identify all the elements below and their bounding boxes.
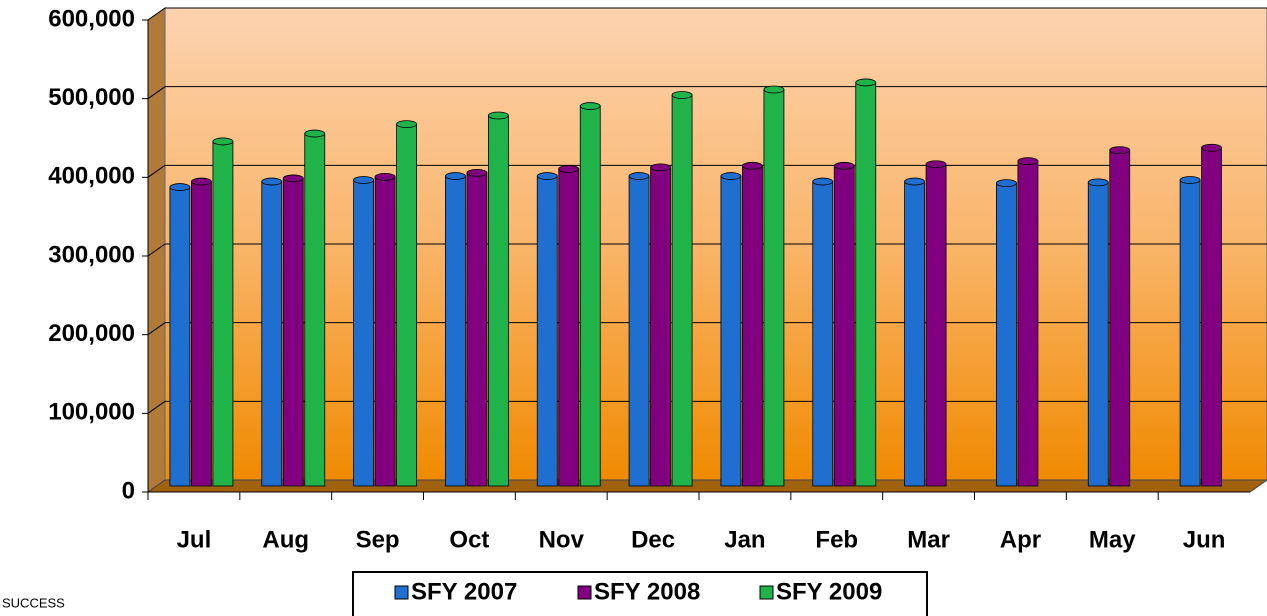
bar [558,168,580,487]
x-tick-label: Nov [539,526,585,553]
y-tick-label: 600,000 [48,5,135,32]
legend-label: SFY 2007 [411,578,517,605]
bar [1179,179,1201,487]
y-tick-label: 300,000 [48,241,135,268]
bar-cap [720,172,742,180]
y-tick-label: 400,000 [48,163,135,190]
bar-cap [1201,143,1222,152]
bar [1109,149,1131,487]
bar [763,89,785,487]
bar [1201,147,1222,487]
bar [579,105,601,487]
bar [671,94,693,487]
bar-cap [763,85,785,94]
bar-cap [833,161,855,170]
bar [445,175,466,487]
grid-line-side [147,86,166,100]
bar-cap [558,165,580,173]
bar [304,133,326,487]
bar-cap [904,177,925,186]
grid-line-side [147,322,166,336]
y-tick-label: 500,000 [48,84,135,111]
bar-cap [1017,157,1039,166]
bar [466,172,488,487]
bar-cap [212,137,234,146]
x-tick-label: Oct [449,526,489,553]
bar-cap [1179,176,1201,184]
y-tick-label: 200,000 [48,320,135,347]
x-tick-label: Dec [631,526,675,553]
bar [925,163,947,487]
grid-line-side [147,164,166,178]
bar-cap [855,78,877,87]
x-tick-label: Jul [177,526,212,553]
bar [212,141,234,487]
x-tick-label: Jan [724,526,765,553]
legend-label: SFY 2009 [776,578,882,605]
bar [169,186,191,487]
x-tick-label: Apr [1000,526,1041,553]
bar-cap [374,172,396,181]
bar-cap [282,174,304,183]
bar-cap [169,183,191,191]
x-tick-label: May [1089,526,1136,553]
bar [996,182,1017,487]
legend-box [352,571,928,616]
bar-cap [996,179,1017,188]
x-tick-label: Feb [815,526,858,553]
bar [812,181,834,487]
bar [1087,181,1109,487]
bar-cap [1087,178,1109,187]
bar [396,123,417,487]
bar [855,82,877,487]
bar-cap [396,120,417,129]
y-tick-label: 0 [122,477,135,504]
bar [488,115,509,487]
bar [374,176,396,487]
bar-cap [445,172,466,180]
grid-line-side [147,243,166,257]
annotation: SUCCESS [2,595,65,610]
bar [282,178,304,487]
legend-swatch [577,585,592,600]
bar-cap [304,129,326,138]
bar-cap [812,177,834,186]
y-tick-label: 100,000 [48,399,135,426]
bar-cap [353,176,374,184]
grid-line-side [147,400,166,414]
bar [650,166,671,487]
bar [191,181,212,487]
bar [353,179,374,487]
bar [720,175,742,487]
bar-cap [191,177,212,186]
bar [833,165,855,487]
legend-swatch [759,585,774,600]
legend-label: SFY 2008 [594,578,700,605]
bar-cap [1109,146,1131,154]
x-tick-label: Aug [262,526,309,553]
bar [628,175,650,487]
bar-cap [650,163,671,172]
bar-cap [488,111,509,120]
bar [1017,160,1039,487]
legend-swatch [394,585,409,600]
grid-line-side [147,7,166,21]
bar [261,181,283,487]
bar-cap [671,91,693,99]
bar-cap [628,172,650,180]
bar-cap [579,102,601,110]
bar [536,175,558,487]
bar [742,165,763,487]
bar-cap [925,160,947,169]
bar-cap [261,177,283,186]
bar [904,181,925,487]
bar-cap [742,161,763,170]
x-tick-label: Sep [356,526,400,553]
bar-cap [536,172,558,180]
x-tick-label: Mar [907,526,950,553]
x-tick-label: Jun [1183,526,1226,553]
bar-cap [466,169,488,177]
